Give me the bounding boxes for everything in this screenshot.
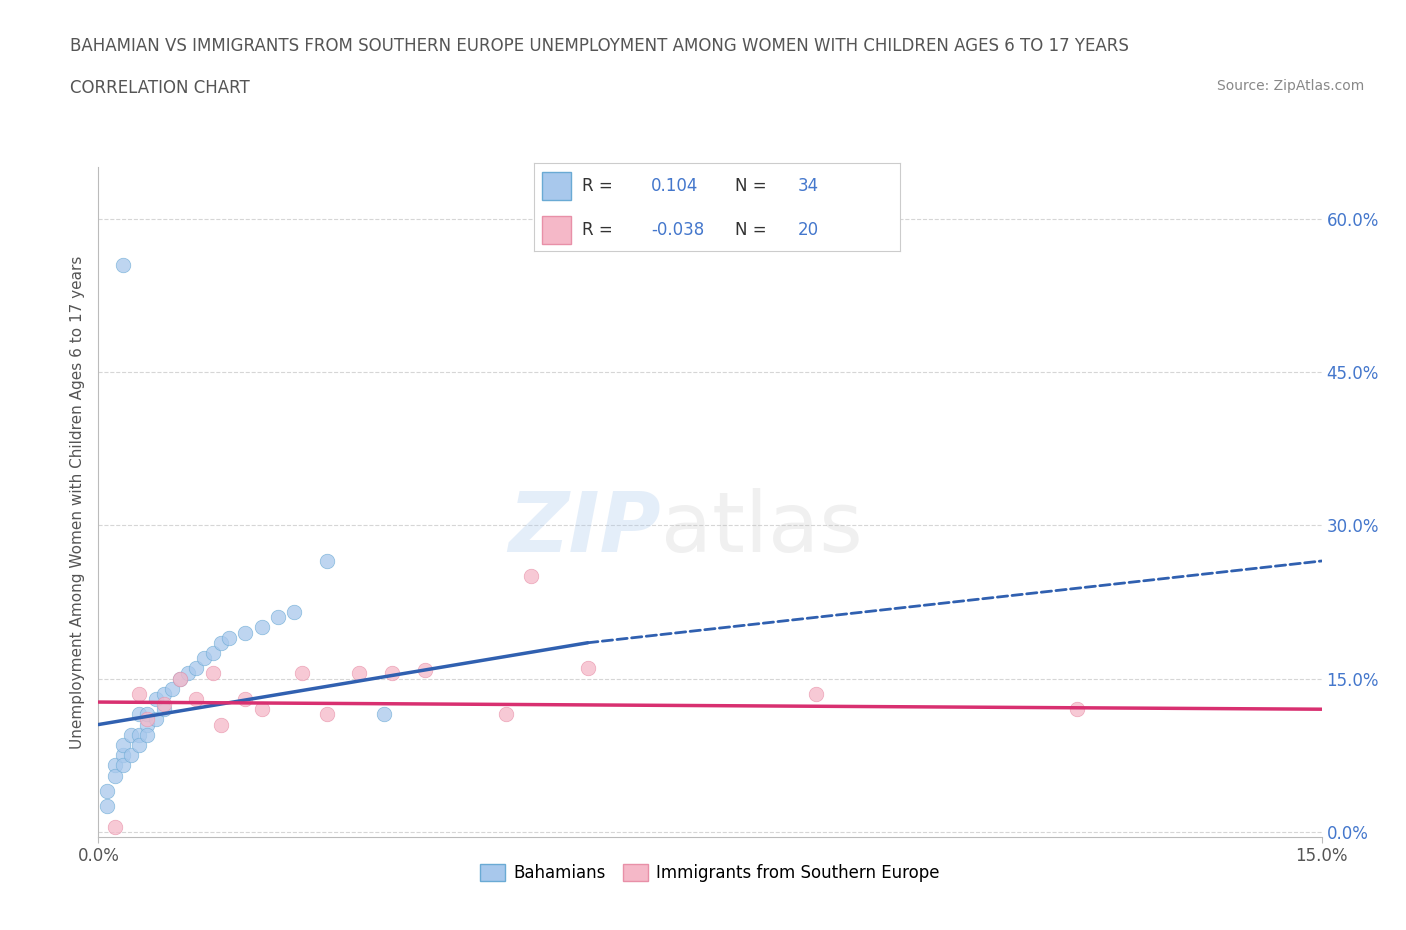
Point (152, 697, 174, 711)
Point (250, 702, 273, 717)
Point (201, 666, 224, 681)
Text: 20: 20 (797, 221, 818, 239)
Point (349, 666, 371, 681)
Point (128, 707, 150, 722)
Point (111, 737, 134, 752)
Point (218, 631, 240, 645)
Point (136, 727, 159, 742)
Point (96, 784, 118, 799)
Point (152, 702, 174, 717)
Point (96, 799, 118, 814)
Point (233, 692, 256, 707)
Point (186, 661, 208, 676)
Text: Source: ZipAtlas.com: Source: ZipAtlas.com (1216, 79, 1364, 93)
Point (128, 727, 150, 742)
Point (136, 707, 159, 722)
Point (128, 737, 150, 752)
Point (120, 748, 142, 763)
Text: ZIP: ZIP (509, 488, 661, 569)
Point (169, 671, 191, 686)
Point (111, 257, 134, 272)
Point (413, 663, 436, 678)
Point (169, 671, 191, 686)
Bar (541, 216, 571, 245)
Text: 34: 34 (797, 177, 818, 194)
Point (136, 712, 159, 727)
Point (250, 620, 273, 635)
Point (152, 686, 174, 701)
Text: R =: R = (582, 221, 613, 239)
Bar (541, 172, 571, 200)
Point (576, 661, 599, 676)
Point (145, 712, 167, 727)
Point (495, 707, 517, 722)
Point (111, 748, 134, 763)
Text: CORRELATION CHART: CORRELATION CHART (70, 79, 250, 97)
Point (267, 610, 290, 625)
Y-axis label: Unemployment Among Women with Children Ages 6 to 17 years: Unemployment Among Women with Children A… (69, 256, 84, 749)
Point (160, 682, 183, 697)
Text: N =: N = (735, 177, 766, 194)
Text: N =: N = (735, 221, 766, 239)
Point (104, 768, 127, 783)
Point (104, 758, 127, 773)
Point (193, 651, 215, 666)
Point (111, 758, 134, 773)
Point (128, 686, 150, 701)
Point (145, 692, 167, 707)
Point (804, 686, 827, 701)
Point (283, 604, 305, 619)
Point (291, 666, 314, 681)
Point (1066, 702, 1088, 717)
Point (373, 707, 395, 722)
Point (104, 819, 127, 834)
Point (209, 635, 232, 650)
Point (136, 717, 159, 732)
Text: 0.104: 0.104 (651, 177, 699, 194)
Point (177, 666, 200, 681)
Text: BAHAMIAN VS IMMIGRANTS FROM SOUTHERN EUROPE UNEMPLOYMENT AMONG WOMEN WITH CHILDR: BAHAMIAN VS IMMIGRANTS FROM SOUTHERN EUR… (70, 37, 1129, 55)
Point (381, 666, 404, 681)
Text: -0.038: -0.038 (651, 221, 704, 239)
Point (120, 727, 142, 742)
Point (315, 707, 337, 722)
Point (209, 717, 232, 732)
Point (201, 645, 224, 660)
Text: R =: R = (582, 177, 613, 194)
Point (315, 553, 337, 568)
Point (519, 569, 541, 584)
Legend: Bahamians, Immigrants from Southern Europe: Bahamians, Immigrants from Southern Euro… (474, 857, 946, 889)
Point (233, 625, 256, 640)
Point (186, 692, 208, 707)
Text: atlas: atlas (661, 488, 863, 569)
